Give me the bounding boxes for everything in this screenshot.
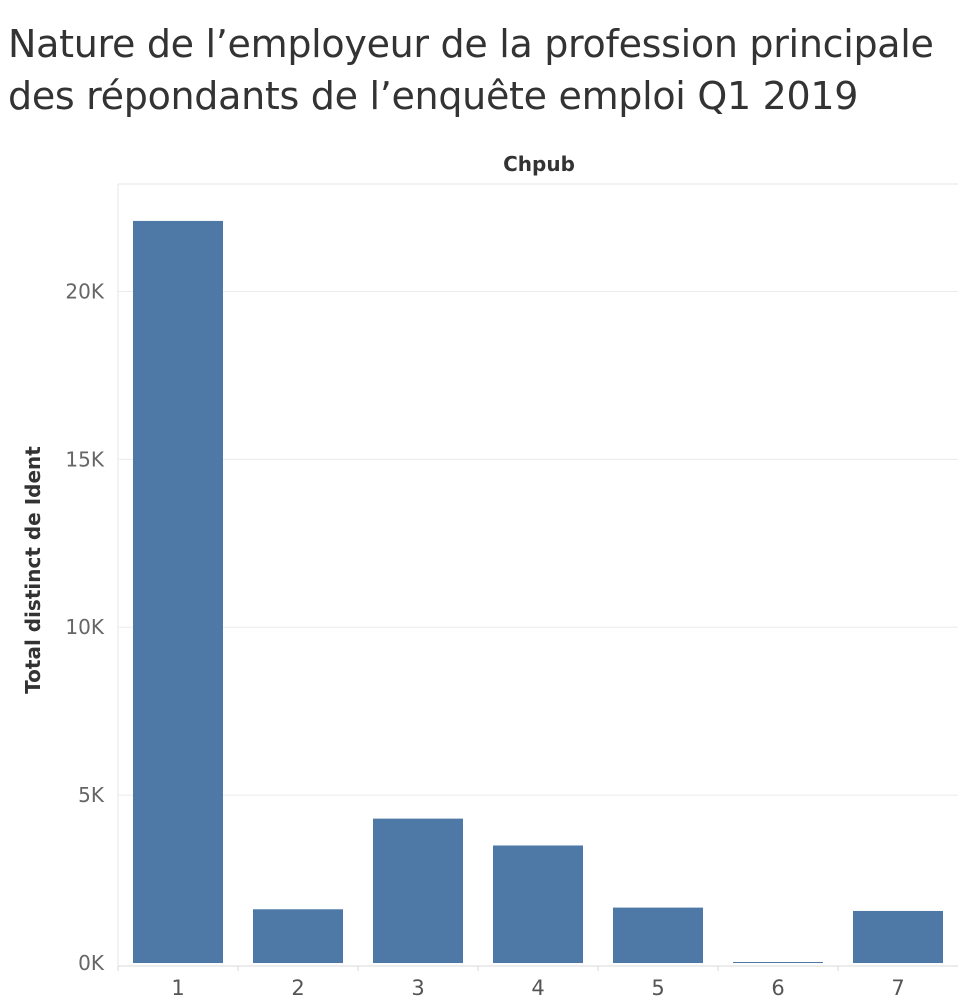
x-tick-label: 4: [531, 976, 544, 1000]
bar-1[interactable]: [133, 220, 223, 963]
y-tick-label: 10K: [65, 615, 104, 639]
y-tick-label: 5K: [78, 783, 105, 807]
y-axis-label: Total distinct de Ident: [21, 446, 45, 694]
x-tick-label: 3: [411, 976, 424, 1000]
x-tick-label: 7: [891, 976, 904, 1000]
y-axis-ticks: 0K 5K 10K 15K 20K: [65, 279, 104, 975]
bar-5[interactable]: [613, 907, 703, 963]
x-tick-label: 5: [651, 976, 664, 1000]
chart-title-line-1: Nature de l’employeur de la profession p…: [8, 22, 934, 66]
bar-6[interactable]: [733, 961, 823, 963]
bar-3[interactable]: [373, 818, 463, 963]
bar-7[interactable]: [853, 910, 943, 963]
column-header: Chpub: [503, 152, 575, 176]
bar-2[interactable]: [253, 909, 343, 963]
gridlines: [118, 290, 958, 796]
bars: [133, 220, 943, 963]
x-axis-ticks: 1 2 3 4 5 6 7: [117, 966, 905, 1000]
bar-4[interactable]: [493, 845, 583, 963]
y-tick-label: 20K: [65, 279, 104, 303]
y-tick-label: 15K: [65, 447, 104, 471]
x-tick-label: 2: [291, 976, 304, 1000]
y-tick-label: 0K: [78, 951, 105, 975]
x-tick-label: 1: [171, 976, 184, 1000]
chart-title: Nature de l’employeur de la profession p…: [8, 18, 953, 122]
x-tick-label: 6: [771, 976, 784, 1000]
chart-title-line-2: des répondants de l’enquête emploi Q1 20…: [8, 74, 859, 118]
